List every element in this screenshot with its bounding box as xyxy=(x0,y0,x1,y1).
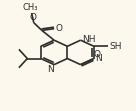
Text: SH: SH xyxy=(109,42,121,51)
Text: N: N xyxy=(47,65,53,74)
Text: O: O xyxy=(30,13,37,22)
Text: O: O xyxy=(94,50,101,59)
Text: O: O xyxy=(55,24,63,33)
Text: NH: NH xyxy=(82,35,96,44)
Text: N: N xyxy=(95,54,102,63)
Text: CH₃: CH₃ xyxy=(22,3,38,12)
